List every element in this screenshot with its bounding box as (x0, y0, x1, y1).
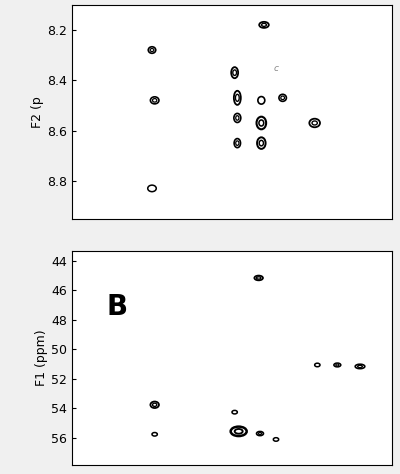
Ellipse shape (235, 429, 243, 434)
Ellipse shape (234, 138, 240, 147)
Ellipse shape (258, 432, 262, 435)
Ellipse shape (315, 363, 320, 367)
Ellipse shape (148, 185, 156, 191)
Ellipse shape (152, 432, 157, 436)
Ellipse shape (259, 140, 264, 146)
Ellipse shape (257, 137, 266, 149)
Ellipse shape (309, 118, 320, 127)
Ellipse shape (256, 431, 264, 436)
Text: c: c (274, 64, 278, 73)
Ellipse shape (256, 117, 266, 129)
Ellipse shape (234, 91, 241, 105)
Ellipse shape (232, 410, 237, 414)
Ellipse shape (254, 275, 263, 280)
Ellipse shape (150, 97, 159, 104)
Ellipse shape (336, 364, 339, 366)
Ellipse shape (152, 99, 157, 102)
Ellipse shape (231, 67, 238, 78)
Ellipse shape (236, 141, 239, 146)
Ellipse shape (281, 96, 284, 100)
Ellipse shape (358, 365, 362, 367)
Ellipse shape (258, 97, 265, 104)
Y-axis label: F2 (p: F2 (p (31, 96, 44, 128)
Ellipse shape (334, 363, 341, 367)
Ellipse shape (152, 403, 157, 406)
Ellipse shape (273, 438, 279, 441)
Ellipse shape (262, 23, 266, 27)
Ellipse shape (150, 401, 159, 408)
Ellipse shape (231, 427, 247, 436)
Ellipse shape (233, 70, 236, 75)
Ellipse shape (259, 22, 269, 28)
Ellipse shape (279, 94, 286, 101)
Y-axis label: F1 (ppm): F1 (ppm) (35, 329, 48, 386)
Ellipse shape (234, 113, 241, 122)
Ellipse shape (256, 277, 261, 279)
Text: B: B (107, 293, 128, 321)
Ellipse shape (150, 48, 154, 52)
Ellipse shape (312, 121, 317, 125)
Ellipse shape (236, 116, 239, 120)
Ellipse shape (236, 94, 239, 101)
Ellipse shape (148, 47, 156, 53)
Ellipse shape (355, 364, 365, 369)
Ellipse shape (259, 120, 264, 126)
